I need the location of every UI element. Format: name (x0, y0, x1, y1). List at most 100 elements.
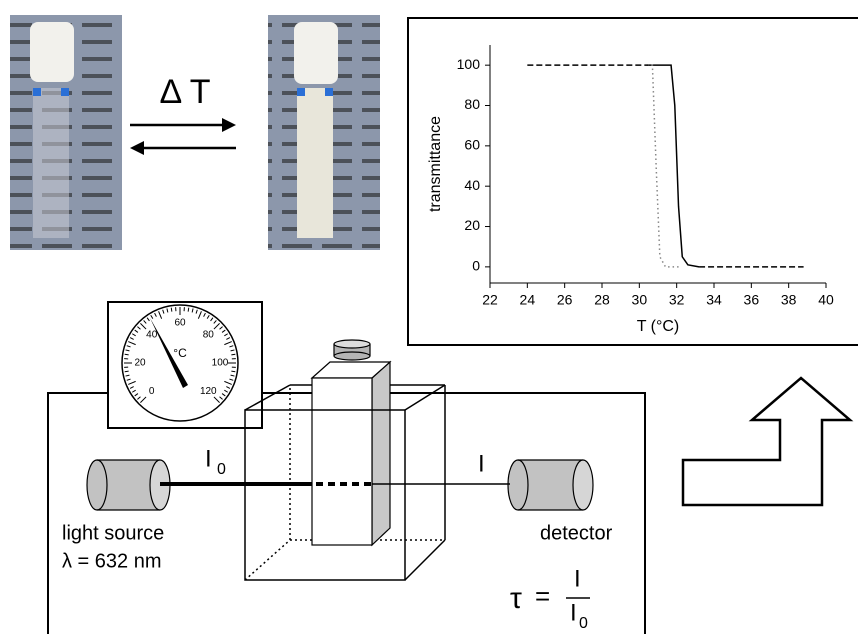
x-tick-label: 32 (669, 292, 685, 308)
formula-equals: = (535, 581, 550, 611)
process-arrow (681, 376, 854, 507)
gauge-tick (131, 333, 136, 337)
gauge-tick (230, 349, 235, 352)
gauge-tick (231, 353, 236, 356)
x-tick-label: 22 (482, 292, 498, 308)
gauge-tick (230, 374, 235, 377)
y-tick-label: 100 (457, 56, 481, 72)
gauge-tick (203, 312, 206, 317)
series-line (646, 64, 681, 268)
gauge-label: 100 (212, 358, 229, 369)
gauge-tick (221, 393, 226, 397)
x-axis-label: T (°C) (637, 318, 680, 335)
x-tick-label: 38 (781, 292, 797, 308)
gauge-unit: °C (173, 346, 187, 360)
gauge-tick (210, 317, 214, 322)
y-axis-label: transmittance (427, 116, 444, 212)
wavelength-label: λ = 632 nm (62, 550, 162, 572)
gauge-label: 120 (200, 386, 217, 397)
gauge-tick (140, 396, 147, 403)
transmitted-label: I (478, 450, 485, 477)
x-tick-label: 34 (706, 292, 722, 308)
gauge-tick (224, 380, 232, 385)
gauge-tick (137, 396, 141, 400)
gauge-tick (231, 370, 236, 373)
gauge-label: 40 (146, 329, 158, 340)
gauge-tick (213, 323, 220, 330)
cell-front (244, 409, 406, 581)
light-source (86, 459, 171, 511)
detector (507, 459, 594, 511)
incident-label: I (205, 445, 212, 472)
gauge-tick (224, 341, 232, 346)
gauge-tick (124, 353, 129, 356)
gauge-tick (162, 309, 165, 314)
source-label: light source (62, 522, 164, 544)
gauge-tick (219, 326, 223, 330)
formula-denominator: I (570, 599, 577, 626)
gauge-tick (154, 312, 157, 317)
delta-t-label: Δ T (159, 73, 210, 111)
x-tick-label: 26 (557, 292, 573, 308)
thermometer: 0 20 40 60 80 100 120 °C (107, 301, 263, 429)
y-tick-label: 80 (464, 96, 480, 112)
gauge-tick (229, 345, 234, 348)
x-tick-label: 28 (594, 292, 610, 308)
x-tick-label: 40 (818, 292, 834, 308)
gauge-tick (129, 386, 134, 389)
gauge-tick (187, 307, 190, 312)
gauge-tick (129, 337, 134, 340)
series-line (527, 64, 804, 268)
gauge-tick (126, 345, 131, 348)
x-tick-label: 30 (632, 292, 648, 308)
gauge-tick (158, 311, 163, 319)
x-tick-label: 36 (744, 292, 760, 308)
gauge-label: 80 (203, 329, 215, 340)
gauge-tick (221, 329, 226, 333)
gauge-tick (224, 333, 229, 337)
photo-right (268, 15, 380, 250)
gauge-tick (191, 308, 194, 313)
gauge-tick (170, 307, 173, 312)
chart: 0 20 40 60 80 100 22 24 26 28 30 32 34 36 38 40 T (°C) tr… (427, 45, 834, 335)
gauge-tick (206, 314, 210, 319)
gauge-tick (219, 396, 223, 400)
gauge-tick (195, 309, 198, 314)
gauge-tick (134, 329, 139, 333)
series-line (648, 64, 700, 268)
gauge-tick (226, 386, 231, 389)
incident-sub: 0 (217, 461, 226, 478)
gauge-tick (125, 349, 130, 352)
gauge-tick (143, 320, 147, 324)
gauge-tick (131, 389, 136, 393)
gauge-label: 20 (134, 358, 146, 369)
x-tick-label: 24 (520, 292, 536, 308)
formula-numerator: I (574, 565, 581, 592)
detector-label: detector (540, 522, 613, 544)
formula-tau: τ (510, 582, 522, 615)
gauge-tick (128, 380, 136, 385)
photo-left (10, 15, 122, 250)
formula-denominator-sub: 0 (579, 615, 588, 632)
gauge-tick (137, 326, 141, 330)
gauge-tick (140, 323, 147, 330)
equilibrium-arrows (130, 118, 236, 155)
gauge-tick (124, 370, 129, 373)
gauge-tick (150, 314, 154, 319)
cuvette (310, 339, 392, 547)
gauge-tick (126, 378, 131, 381)
y-tick-label: 20 (464, 217, 480, 233)
gauge-tick (213, 396, 220, 403)
gauge-tick (166, 308, 169, 313)
gauge-tick (197, 311, 202, 319)
y-tick-label: 60 (464, 137, 480, 153)
chart-frame (407, 17, 858, 346)
gauge-tick (134, 393, 139, 397)
y-tick-label: 0 (472, 258, 480, 274)
gauge-tick (226, 337, 231, 340)
gauge-tick (224, 389, 229, 393)
gauge-tick (229, 378, 234, 381)
gauge-tick (125, 374, 130, 377)
y-tick-label: 40 (464, 177, 480, 193)
